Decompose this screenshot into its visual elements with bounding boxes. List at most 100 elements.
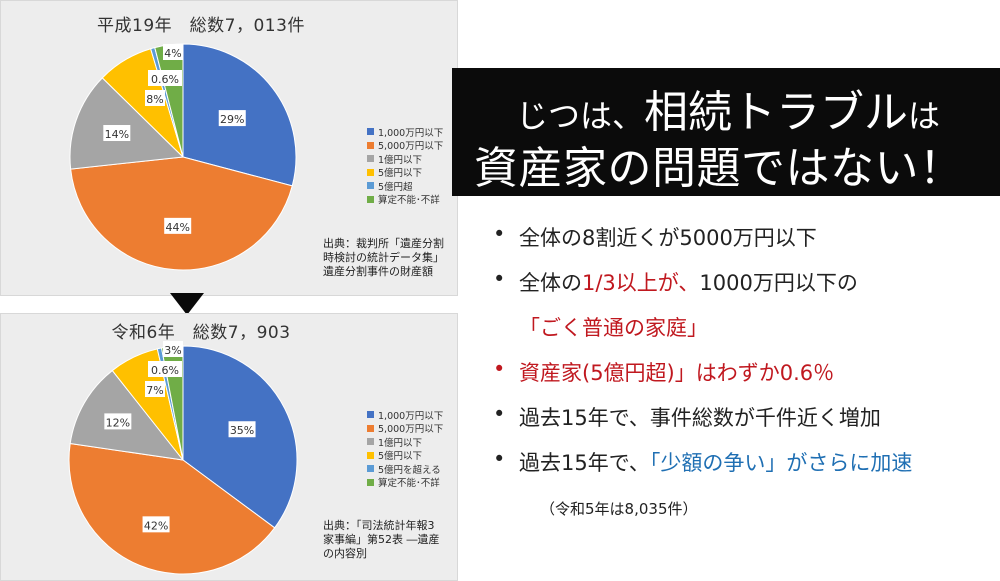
data-label-box xyxy=(142,516,170,533)
bullet-dot: • xyxy=(493,447,506,471)
headline-line2: 資産家の問題ではない！ xyxy=(474,143,964,194)
legend-swatch xyxy=(367,182,374,190)
headline-prefix: じつは、 xyxy=(516,97,645,135)
footnote: （令和5年は8,035件） xyxy=(540,500,698,518)
data-label-box xyxy=(228,421,256,438)
data-label-box xyxy=(145,90,165,106)
down-arrow-icon xyxy=(170,293,204,315)
bullet-text: 過去15年で、事件総数が千件近く増加 xyxy=(519,406,881,430)
legend-swatch xyxy=(367,424,374,432)
data-label-text: 4% xyxy=(164,47,181,60)
legend-item: 1,000万円以下 xyxy=(367,408,443,422)
bullet-dot: • xyxy=(493,402,506,426)
bullet-dot: • xyxy=(493,222,506,246)
legend-item: 1億円以下 xyxy=(367,152,443,166)
legend-item: 算定不能･不詳 xyxy=(367,193,443,207)
data-label-box xyxy=(148,361,182,377)
data-label-box xyxy=(218,110,246,127)
data-label-box xyxy=(163,44,183,60)
headline-main: 相続トラブル xyxy=(644,87,909,138)
legend-item: 算定不能･不詳 xyxy=(367,476,443,490)
legend-label: 1億円以下 xyxy=(378,437,423,449)
legend-item: 5,000万円以下 xyxy=(367,422,444,436)
legend-item: 5,000万円以下 xyxy=(367,139,444,153)
legend-label: 算定不能･不詳 xyxy=(378,478,440,490)
source-line: 出典：「司法統計年報3 xyxy=(323,519,435,532)
legend-label: 5億円以下 xyxy=(378,168,423,180)
legend-swatch xyxy=(367,141,374,149)
data-label-text: 12% xyxy=(106,416,130,429)
legend-item: 5億円以下 xyxy=(367,449,443,463)
bullet-dot: • xyxy=(493,267,506,291)
data-label: 0.6% xyxy=(148,361,182,377)
bullet-text: 全体の1/3以上が、1000万円以下の xyxy=(519,267,858,297)
pie-slice xyxy=(69,77,185,170)
data-label: 44% xyxy=(164,217,192,234)
legend-item: 5億円以下 xyxy=(367,166,443,180)
chart-legend: 1,000万円以下 5,000万円以下 1億円以下 5億円以下 5億円超算定不能･不詳 xyxy=(367,125,443,206)
data-label-box xyxy=(104,413,132,430)
bullet-text-part: 過去15年で、 xyxy=(519,451,650,475)
legend-label: 5億円を超える xyxy=(378,464,441,476)
legend-swatch xyxy=(367,168,374,176)
legend-label: 1,000万円以下 xyxy=(378,410,444,422)
data-label: 7% xyxy=(145,381,165,397)
data-label-text: 42% xyxy=(144,519,168,532)
data-label-text: 0.6% xyxy=(151,364,179,377)
legend-item: 5億円超 xyxy=(367,179,443,193)
data-label-text: 29% xyxy=(220,113,244,126)
legend-swatch xyxy=(367,438,374,446)
legend-label: 5,000万円以下 xyxy=(378,141,444,153)
legend-label: 5億円超 xyxy=(378,181,413,193)
chart-title: 令和6年 総数7，903 xyxy=(111,323,291,343)
headline-line1: じつは、相続トラブルは xyxy=(516,76,940,140)
legend-swatch xyxy=(367,195,374,203)
bullet-highlight: 「ごく普通の家庭」 xyxy=(519,316,708,340)
chart-title: 平成19年 総数7，013件 xyxy=(97,16,305,36)
legend-label: 5,000万円以下 xyxy=(378,424,444,436)
bullet-text-part: 1000万円以下の xyxy=(699,271,858,295)
source-note: 出典：裁判所「遺産分割 時検討の統計データ集」 遺産分割事件の財産額 xyxy=(323,237,444,279)
data-label-box xyxy=(164,217,192,234)
legend-swatch xyxy=(367,451,374,459)
legend-swatch xyxy=(367,478,374,486)
source-line: 時検討の統計データ集」 xyxy=(323,251,444,264)
legend-swatch xyxy=(367,155,374,163)
data-label-text: 44% xyxy=(165,221,189,234)
data-label: 35% xyxy=(228,421,256,438)
source-note: 出典：「司法統計年報3 家事編」第52表 ―遺産 の内容別 xyxy=(323,519,440,561)
data-label-box xyxy=(163,341,183,357)
legend-item: 1億円以下 xyxy=(367,435,443,449)
legend-item: 1,000万円以下 xyxy=(367,125,443,139)
bullet-text-part: 全体の xyxy=(519,271,582,295)
legend-swatch xyxy=(367,128,374,136)
bullet-text: 過去15年で、「少額の争い」がさらに加速 xyxy=(519,447,912,477)
chart-legend: 1,000万円以下 5,000万円以下 1億円以下 5億円以下 5億円を超える 算定不能･… xyxy=(367,408,443,489)
source-line: の内容別 xyxy=(323,547,367,560)
chart-panel-reiwa6: 令和6年 総数7，903 35% 42% 12% 7% 0.6% 3% 1,000万円以下… xyxy=(0,313,458,581)
pie-slice xyxy=(70,156,293,271)
data-label-text: 0.6% xyxy=(151,73,179,86)
pie-chart: 35% 42% 12% 7% 0.6% 3% xyxy=(68,341,298,575)
source-line: 家事編」第52表 ―遺産 xyxy=(323,533,440,546)
pie-chart: 29% 44% 14% 8% 0.6% 4% xyxy=(69,43,297,271)
data-label: 4% xyxy=(163,44,183,60)
data-label-text: 14% xyxy=(105,128,129,141)
legend-label: 算定不能･不詳 xyxy=(378,195,440,207)
bullet-text: 全体の8割近くが5000万円以下 xyxy=(519,226,817,250)
headline-banner: じつは、相続トラブルは 資産家の問題ではない！ xyxy=(452,68,1000,196)
legend-label: 5億円以下 xyxy=(378,451,423,463)
data-label: 14% xyxy=(103,125,131,142)
data-label: 8% xyxy=(145,90,165,106)
source-line: 遺産分割事件の財産額 xyxy=(323,265,433,278)
bullet-dot: • xyxy=(493,357,506,381)
data-label: 12% xyxy=(104,413,132,430)
legend-swatch xyxy=(367,465,374,473)
data-label-text: 7% xyxy=(146,384,163,397)
data-label-text: 8% xyxy=(146,93,163,106)
data-label: 0.6% xyxy=(148,70,182,86)
data-label-box xyxy=(148,70,182,86)
legend-label: 1億円以下 xyxy=(378,154,423,166)
source-line: 出典：裁判所「遺産分割 xyxy=(323,237,444,250)
bullet-highlight: 1/3以上が、 xyxy=(582,271,700,295)
